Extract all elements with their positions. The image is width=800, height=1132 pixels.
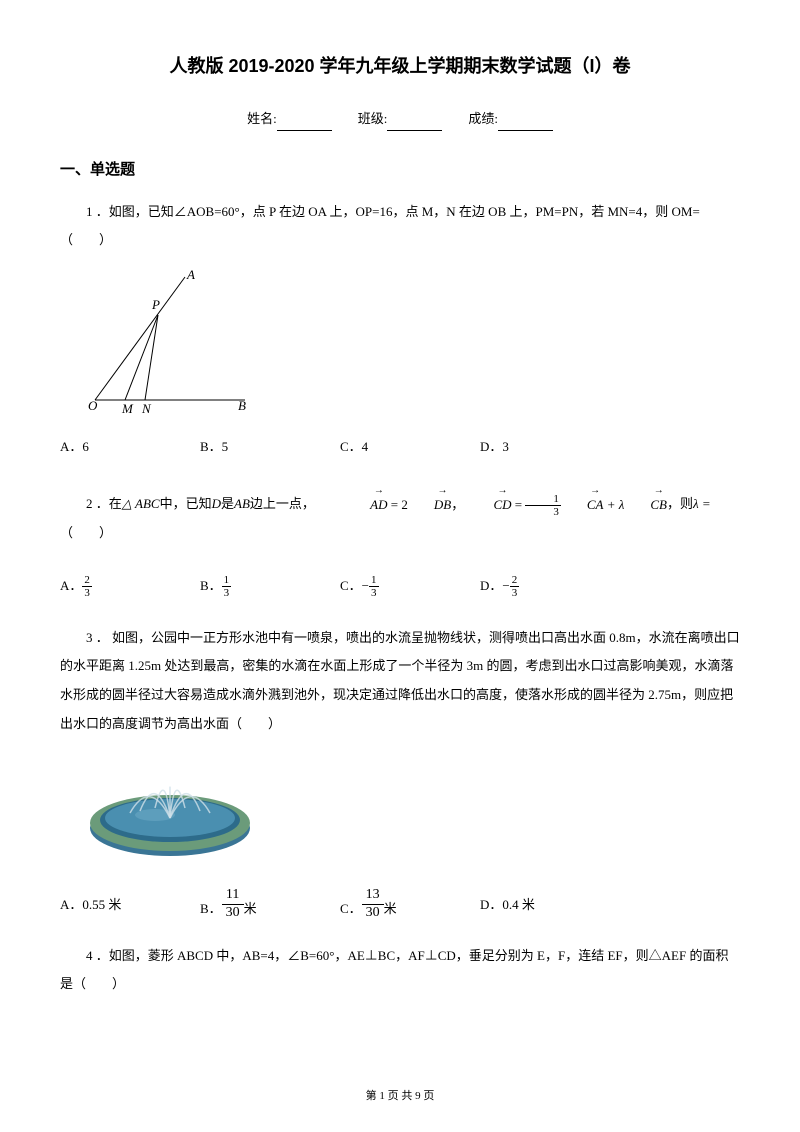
- svg-text:P: P: [151, 297, 160, 312]
- q2-optA-label: A．: [60, 573, 82, 599]
- q2-expr: AD = 2DB， CD = 13CA + λCB: [318, 491, 667, 520]
- q3-optC-label: C．: [340, 896, 362, 922]
- svg-text:O: O: [88, 398, 98, 413]
- name-blank: [277, 117, 332, 131]
- score-blank: [498, 117, 553, 131]
- q2-optC: C． − 13: [340, 573, 480, 599]
- q1-optD: D．3: [480, 434, 620, 460]
- q1-optB: B．5: [200, 434, 340, 460]
- class-blank: [387, 117, 442, 131]
- q2-fracC: 13: [369, 574, 379, 599]
- q3-text: 3 ． 如图，公园中一正方形水池中有一喷泉，喷出的水流呈抛物线状，测得喷出口高出…: [60, 624, 740, 738]
- svg-text:N: N: [141, 401, 152, 415]
- q4-text: 4 ．如图，菱形 ABCD 中，AB=4，∠B=60°，AE⊥BC，AF⊥CD，…: [60, 942, 740, 999]
- q3-optC: C． 1330 米: [340, 887, 480, 922]
- q3-fracB: 1130: [222, 887, 244, 922]
- q2-lambda: λ =: [693, 496, 711, 511]
- page-footer: 第 1 页 共 9 页: [0, 1087, 800, 1107]
- q2-d: D: [212, 496, 221, 511]
- q2-optB-label: B．: [200, 573, 222, 599]
- q2-prefix: 2 ．在: [86, 496, 122, 511]
- q3-fracC: 1330: [362, 887, 384, 922]
- q2-text: 2 ．在△ ABC中，已知D是AB边上一点， AD = 2DB， CD = 13…: [60, 490, 740, 548]
- name-label: 姓名:: [247, 111, 277, 126]
- q2-eq2: =: [512, 497, 526, 512]
- exam-title: 人教版 2019-2020 学年九年级上学期期末数学试题（I）卷: [60, 50, 740, 82]
- q2-frac13: 13: [525, 493, 561, 518]
- q2-mid2: 边上一点，: [250, 496, 315, 511]
- q2-db: DB: [408, 491, 451, 520]
- q2-fracA: 23: [82, 574, 92, 599]
- section-title: 一、单选题: [60, 156, 740, 183]
- q2-ab: AB: [234, 496, 250, 511]
- q2-fracB: 13: [222, 574, 232, 599]
- q2-cd: CD: [467, 491, 511, 520]
- q1-diagram: O M N B P A: [80, 265, 740, 424]
- q2-fracD: 23: [510, 574, 520, 599]
- q2-mid1: 中，已知: [160, 496, 212, 511]
- q2-plus: + λ: [603, 497, 624, 512]
- question-2: 2 ．在△ ABC中，已知D是AB边上一点， AD = 2DB， CD = 13…: [60, 490, 740, 599]
- question-3: 3 ． 如图，公园中一正方形水池中有一喷泉，喷出的水流呈抛物线状，测得喷出口高出…: [60, 624, 740, 922]
- q2-cb: CB: [624, 491, 667, 520]
- q2-triangle: △ ABC: [122, 496, 160, 511]
- q2-options: A． 23 B． 13 C． − 13 D． − 23: [60, 573, 740, 599]
- q2-is: 是: [221, 496, 234, 511]
- q2-optC-label: C．: [340, 573, 362, 599]
- q3-optC-suffix: 米: [384, 896, 397, 922]
- q2-c1: ，: [451, 497, 464, 512]
- q1-text: 1 ．如图，已知∠AOB=60°，点 P 在边 OA 上，OP=16，点 M，N…: [60, 198, 740, 255]
- q2-ad: AD: [344, 491, 387, 520]
- q3-optB-suffix: 米: [244, 896, 257, 922]
- q2-ca: CA: [561, 491, 604, 520]
- q2-optB: B． 13: [200, 573, 340, 599]
- svg-text:B: B: [238, 398, 246, 413]
- q2-optD-label: D．: [480, 573, 502, 599]
- q3-optB-label: B．: [200, 896, 222, 922]
- svg-text:A: A: [186, 267, 195, 282]
- q2-optD: D． − 23: [480, 573, 620, 599]
- question-1: 1 ．如图，已知∠AOB=60°，点 P 在边 OA 上，OP=16，点 M，N…: [60, 198, 740, 460]
- q2-paren: （ ）: [60, 525, 112, 540]
- svg-text:M: M: [121, 401, 134, 415]
- q3-fountain: [80, 753, 740, 872]
- class-label: 班级:: [358, 111, 388, 126]
- header-info: 姓名: 班级: 成绩:: [60, 107, 740, 130]
- q2-suffix: ，则: [667, 496, 693, 511]
- q1-optA: A．6: [60, 434, 200, 460]
- question-4: 4 ．如图，菱形 ABCD 中，AB=4，∠B=60°，AE⊥BC，AF⊥CD，…: [60, 942, 740, 999]
- q2-optA: A． 23: [60, 573, 200, 599]
- q1-optC: C．4: [340, 434, 480, 460]
- q3-options: A．0.55 米 B． 1130 米 C． 1330 米 D．0.4 米: [60, 887, 740, 922]
- q1-options: A．6 B．5 C．4 D．3: [60, 434, 740, 460]
- score-label: 成绩:: [468, 111, 498, 126]
- q3-optD: D．0.4 米: [480, 892, 620, 918]
- q3-optA: A．0.55 米: [60, 892, 200, 918]
- q2-eq1: = 2: [388, 497, 408, 512]
- q3-optB: B． 1130 米: [200, 887, 340, 922]
